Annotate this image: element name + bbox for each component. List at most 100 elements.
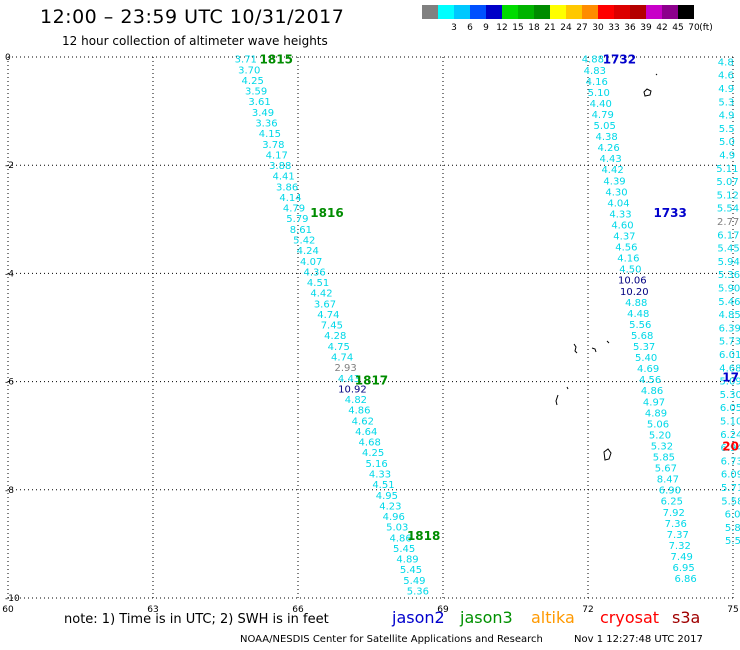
wave-height-value: 4.50 [619, 265, 641, 276]
wave-height-value: 4.74 [331, 353, 353, 364]
scale-label: 21 [544, 23, 556, 33]
wave-height-value: 3.78 [262, 140, 284, 151]
wave-height-value: 3.49 [252, 108, 274, 119]
wave-height-value: 2.93 [334, 363, 356, 374]
wave-height-value: 5.07 [716, 177, 738, 188]
wave-height-value: 4.56 [639, 375, 661, 386]
wave-height-value: 6.39 [719, 323, 740, 334]
wave-height-value: 4.69 [637, 364, 659, 375]
wave-height-value: 4.96 [383, 512, 405, 523]
scale-swatch [550, 5, 566, 19]
wave-height-value: 4.9 [718, 84, 734, 95]
wave-height-value: 5.16 [365, 459, 387, 470]
wave-height-value: 4.64 [355, 427, 377, 438]
wave-height-value: 5.79 [286, 214, 308, 225]
scale-swatch [598, 5, 614, 19]
wave-height-value: 6.25 [661, 497, 683, 508]
scale-label: 45 [672, 23, 684, 33]
wave-height-value: 5.71 [721, 483, 740, 494]
wave-height-value: 4.30 [605, 187, 627, 198]
wave-height-value: 6.09 [721, 470, 740, 481]
wave-height-value: 4.79 [592, 110, 614, 121]
wave-height-value: 4.88 [625, 298, 647, 309]
scale-label: 24 [560, 23, 572, 33]
wave-height-value: 5.45 [717, 244, 739, 255]
wave-height-value: 4.79 [283, 204, 305, 215]
wave-height-value: 5.94 [718, 257, 740, 268]
footer-timestamp: Nov 1 12:27:48 UTC 2017 [574, 634, 703, 645]
wave-height-value: 3.36 [255, 119, 277, 130]
scale-label: 9 [483, 23, 489, 33]
wave-height-value: 4.86 [348, 406, 370, 417]
island-outline [566, 386, 569, 390]
wave-height-value: 4.37 [613, 232, 635, 243]
wave-height-value: 4.43 [338, 374, 360, 385]
scale-swatch [518, 5, 534, 19]
wave-height-value: 4.23 [379, 501, 401, 512]
wave-height-value: 4.89 [645, 408, 667, 419]
wave-height-value: 5.37 [633, 342, 655, 353]
wave-height-value: 7.32 [669, 541, 691, 552]
island-outline [591, 347, 597, 353]
scale-unit-label: (ft) [699, 23, 713, 33]
wave-height-value: 5.85 [653, 453, 675, 464]
time-label: 1815 [260, 53, 293, 67]
wave-height-value: 4.95 [376, 491, 398, 502]
note-text: note: 1) Time is in UTC; 2) SWH is in fe… [64, 612, 329, 627]
wave-height-value: 5.67 [655, 464, 677, 475]
wave-height-value: 5.06 [647, 419, 669, 430]
wave-height-value: 4.68 [359, 438, 381, 449]
wave-height-value: 3.59 [245, 87, 267, 98]
scale-swatch [534, 5, 550, 19]
wave-height-value: 5.5 [719, 124, 735, 135]
satellite-s3a: s3a [672, 608, 701, 627]
wave-height-value: 4.04 [607, 198, 629, 209]
wave-height-value: 10.92 [338, 384, 367, 395]
wave-height-value: 5.42 [293, 236, 315, 247]
wave-height-value: 4.6 [718, 71, 734, 82]
time-label: 1816 [310, 206, 343, 220]
scale-swatch [614, 5, 630, 19]
wave-height-value: 4.28 [324, 331, 346, 342]
lon-tick-label: 66 [292, 605, 304, 615]
lon-tick-label: 75 [727, 605, 738, 615]
time-label: 1818 [407, 529, 440, 543]
wave-height-value: 4.24 [297, 246, 319, 257]
wave-height-value: 5.8 [725, 523, 740, 534]
wave-height-value: 4.48 [627, 309, 649, 320]
scale-swatch [486, 5, 502, 19]
scale-swatch [630, 5, 646, 19]
island-outline [655, 73, 658, 76]
wave-height-value: 5.36 [407, 587, 429, 598]
wave-height-value: 4.51 [372, 480, 394, 491]
lat-tick-label: -4 [5, 269, 14, 279]
wave-height-value: 6.17 [717, 230, 739, 241]
satellite-jason2: jason2 [392, 608, 445, 627]
wave-height-value: 5.56 [629, 320, 651, 331]
wave-height-value: 4.51 [307, 278, 329, 289]
wave-height-value: 4.8 [718, 57, 734, 68]
footer: NOAA/NESDIS Center for Satellite Applica… [240, 634, 731, 645]
wave-height-value: 5.03 [386, 523, 408, 534]
wave-height-value: 4.82 [345, 395, 367, 406]
island-outline [606, 340, 610, 344]
scale-label: 42 [656, 23, 668, 33]
wave-height-value: 4.25 [362, 448, 384, 459]
wave-height-value: 4.25 [242, 76, 264, 87]
footer-agency: NOAA/NESDIS Center for Satellite Applica… [240, 634, 543, 645]
wave-height-value: 2.77 [717, 217, 739, 228]
wave-height-value: 4.43 [599, 154, 621, 165]
wave-height-value: 5.40 [635, 353, 657, 364]
wave-height-value: 7.45 [321, 321, 343, 332]
lat-tick-label: -8 [5, 486, 14, 496]
scale-label: 36 [624, 23, 636, 33]
scale-label: 18 [528, 23, 540, 33]
wave-height-value: 5.12 [717, 190, 739, 201]
wave-height-value: 6.01 [719, 350, 740, 361]
wave-height-value: 4.9 [719, 111, 735, 122]
wave-height-value: 5.45 [393, 544, 415, 555]
wave-height-value: 3.67 [314, 299, 336, 310]
wave-height-value: 7.92 [663, 508, 685, 519]
lat-tick-label: -6 [5, 378, 14, 388]
wave-height-value: 5.09 [719, 377, 740, 388]
